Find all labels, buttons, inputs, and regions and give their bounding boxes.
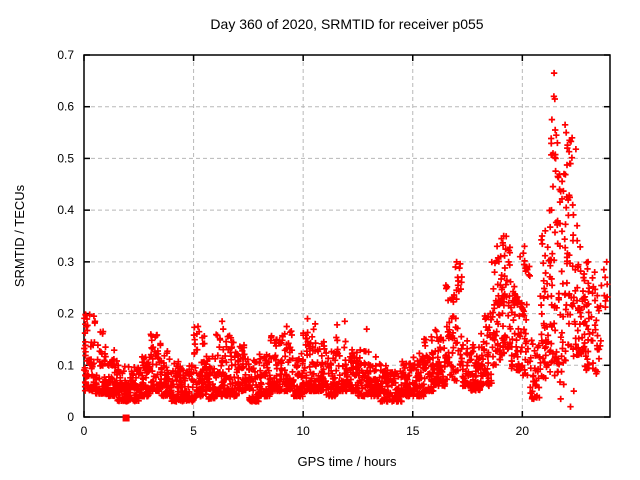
x-tick-label: 20 bbox=[516, 424, 530, 438]
data-point-markers bbox=[81, 69, 611, 410]
y-tick-label: 0.1 bbox=[57, 358, 74, 372]
y-tick-label: 0.4 bbox=[57, 203, 74, 217]
y-tick-label: 0.3 bbox=[57, 255, 74, 269]
scatter-points bbox=[81, 69, 611, 422]
x-tick-label: 15 bbox=[406, 424, 420, 438]
tick-labels: 0 5 10 15 20 0 0.1 0.2 0.3 0.4 0.5 0.6 0.7 bbox=[57, 48, 529, 438]
x-tick-label: 5 bbox=[190, 424, 197, 438]
filled-square-marker bbox=[122, 414, 130, 422]
y-tick-label: 0.7 bbox=[57, 48, 74, 62]
x-axis-label: GPS time / hours bbox=[298, 454, 397, 469]
y-tick-label: 0.6 bbox=[57, 100, 74, 114]
x-tick-label: 10 bbox=[296, 424, 310, 438]
chart-title: Day 360 of 2020, SRMTID for receiver p05… bbox=[210, 16, 483, 32]
y-tick-label: 0.2 bbox=[57, 307, 74, 321]
x-tick-label: 0 bbox=[81, 424, 88, 438]
y-tick-label: 0.5 bbox=[57, 151, 74, 165]
plot-border bbox=[83, 54, 611, 418]
y-tick-label: 0 bbox=[67, 410, 74, 424]
y-axis-label: SRMTID / TECUs bbox=[12, 184, 27, 287]
